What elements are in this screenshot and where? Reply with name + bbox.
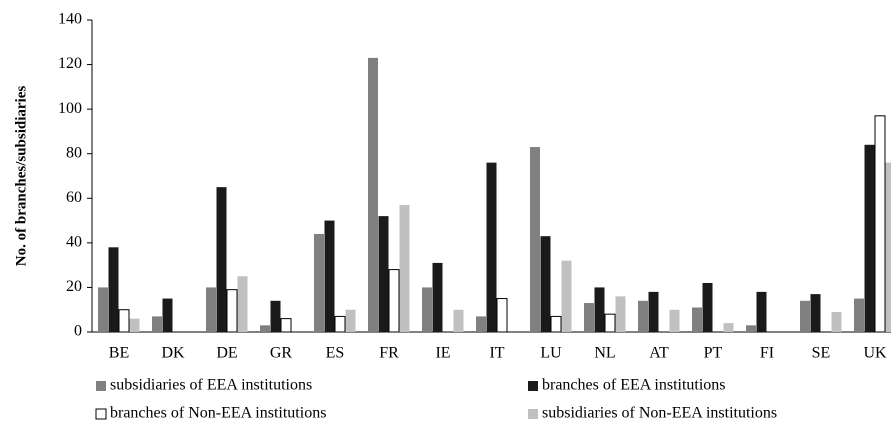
bar xyxy=(108,247,119,332)
legend-label: branches of Non-EEA institutions xyxy=(110,405,326,422)
bar xyxy=(226,289,238,333)
y-tick-label: 140 xyxy=(58,11,82,28)
bar xyxy=(129,318,140,332)
y-tick-label: 40 xyxy=(66,234,82,251)
bar xyxy=(669,309,680,332)
x-tick-label: SE xyxy=(812,345,831,362)
y-tick-label: 120 xyxy=(58,55,82,72)
bar xyxy=(486,162,497,332)
bar xyxy=(388,269,400,333)
bar xyxy=(692,307,702,332)
legend-swatch xyxy=(528,409,538,419)
bar xyxy=(561,260,572,332)
legend-swatch xyxy=(96,381,106,391)
x-tick-label: DK xyxy=(161,345,185,362)
x-tick-label: FI xyxy=(760,345,774,362)
bar xyxy=(746,325,756,332)
bar xyxy=(831,311,842,332)
x-tick-label: UK xyxy=(863,345,887,362)
bar xyxy=(800,300,810,332)
bar xyxy=(530,147,540,332)
bar xyxy=(216,187,227,332)
legend-swatch xyxy=(95,408,107,420)
x-tick-label: PT xyxy=(704,345,723,362)
x-tick-label: IE xyxy=(435,345,450,362)
bar xyxy=(237,276,248,332)
legend-label: subsidiaries of EEA institutions xyxy=(110,377,312,394)
bar xyxy=(854,298,864,332)
bar xyxy=(604,313,616,333)
bar xyxy=(756,291,767,332)
bar xyxy=(638,300,648,332)
y-tick-label: 20 xyxy=(66,278,82,295)
bar xyxy=(864,144,875,332)
bar xyxy=(422,287,432,332)
bar xyxy=(270,300,281,332)
x-tick-label: ES xyxy=(326,345,345,362)
bar xyxy=(368,57,378,333)
bar xyxy=(874,115,886,333)
bar xyxy=(885,162,891,332)
bar xyxy=(476,316,486,332)
bar xyxy=(260,325,270,332)
bar xyxy=(162,298,173,332)
bar xyxy=(334,315,346,333)
bar xyxy=(280,318,292,333)
bar xyxy=(584,303,594,332)
y-tick-label: 0 xyxy=(74,323,82,340)
bar xyxy=(550,315,562,333)
bar xyxy=(453,309,464,332)
legend-swatch xyxy=(528,381,538,391)
x-tick-label: LU xyxy=(540,345,562,362)
x-tick-label: BE xyxy=(109,345,129,362)
bar xyxy=(378,216,389,332)
bar xyxy=(540,236,551,332)
bar xyxy=(399,204,410,332)
bar xyxy=(152,316,162,332)
bar xyxy=(345,309,356,332)
x-tick-label: AT xyxy=(649,345,669,362)
x-tick-label: IT xyxy=(489,345,504,362)
x-tick-label: GR xyxy=(270,345,293,362)
x-tick-label: DE xyxy=(216,345,237,362)
bar xyxy=(615,296,626,332)
legend-label: branches of EEA institutions xyxy=(542,377,726,394)
bar xyxy=(314,233,324,332)
y-axis-label: No. of branches/subsidiaries xyxy=(13,86,29,267)
bar xyxy=(810,294,821,332)
bar xyxy=(98,287,108,332)
bar xyxy=(648,291,659,332)
bar xyxy=(594,287,605,332)
bar xyxy=(324,220,335,332)
y-tick-label: 100 xyxy=(58,100,82,117)
bar xyxy=(432,262,443,332)
bar xyxy=(206,287,216,332)
bar xyxy=(496,298,508,333)
bar xyxy=(723,323,734,332)
x-tick-label: NL xyxy=(594,345,615,362)
bar xyxy=(118,309,130,333)
bar xyxy=(702,282,713,332)
y-tick-label: 80 xyxy=(66,144,82,161)
y-tick-label: 60 xyxy=(66,189,82,206)
legend-label: subsidiaries of Non-EEA institutions xyxy=(542,405,777,422)
x-tick-label: FR xyxy=(379,345,399,362)
